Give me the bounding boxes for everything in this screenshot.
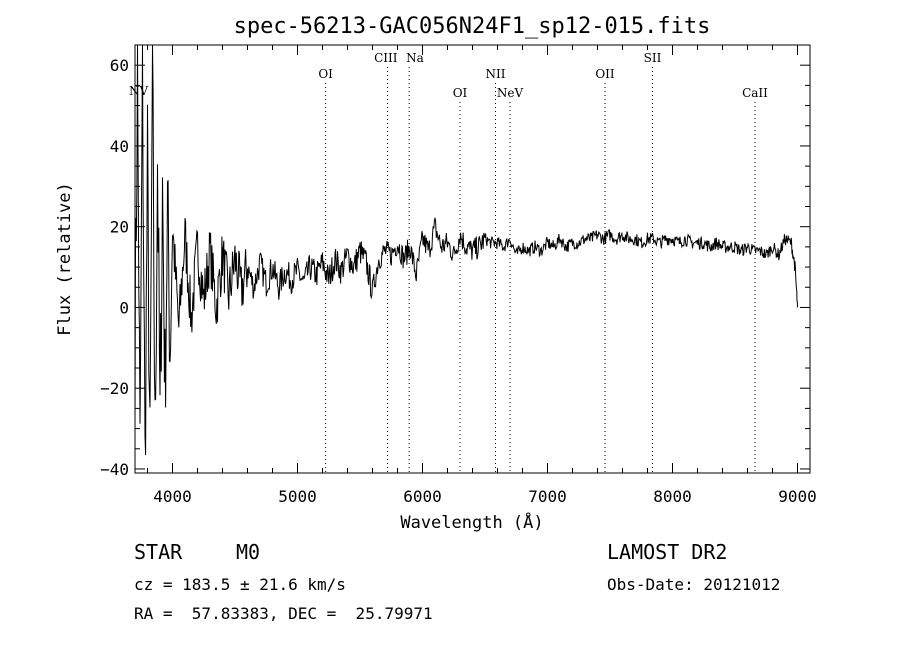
y-tick-label: 60 xyxy=(110,56,129,75)
line-marker-label: NII xyxy=(486,67,506,81)
y-tick-label: −40 xyxy=(100,460,129,479)
chart-title: spec-56213-GAC056N24F1_sp12-015.fits xyxy=(234,14,711,39)
y-tick-label: −20 xyxy=(100,379,129,398)
x-axis-label: Wavelength (Å) xyxy=(400,511,543,533)
x-tick-label: 9000 xyxy=(778,487,817,506)
y-axis-label: Flux (relative) xyxy=(55,182,75,336)
x-tick-label: 5000 xyxy=(278,487,317,506)
line-marker-label: Na xyxy=(406,51,424,65)
coordinates: RA = 57.83383, DEC = 25.79971 xyxy=(134,604,433,623)
object-subclass: M0 xyxy=(236,540,261,564)
redshift-value: cz = 183.5 ± 21.6 km/s xyxy=(134,575,346,594)
survey-name: LAMOST DR2 xyxy=(607,540,728,564)
x-tick-label: 7000 xyxy=(528,487,567,506)
y-tick-label: 20 xyxy=(110,218,129,237)
line-marker-label: OI xyxy=(453,86,468,100)
y-tick-label: 0 xyxy=(119,298,129,317)
spectrum-line xyxy=(134,44,798,456)
object-class: STAR xyxy=(134,540,183,564)
y-tick-label: 40 xyxy=(110,137,129,156)
line-marker-label: NV xyxy=(129,84,149,98)
tick-labels: 4000 5000 6000 7000 8000 9000 −40 −20 0 20 40 60 xyxy=(100,56,817,506)
line-marker-label: OI xyxy=(318,67,333,81)
x-tick-label: 4000 xyxy=(153,487,192,506)
x-tick-label: 8000 xyxy=(653,487,692,506)
obs-date: Obs-Date: 20121012 xyxy=(607,575,781,594)
line-markers: NV OI CIII Na OI NII NeV OII SII CaII xyxy=(129,51,768,473)
x-tick-label: 6000 xyxy=(403,487,442,506)
line-marker-label: OII xyxy=(595,67,615,81)
line-marker-label: NeV xyxy=(497,86,524,100)
line-marker-label: SII xyxy=(644,51,662,65)
line-marker-label: CaII xyxy=(742,86,768,100)
line-marker-label: CIII xyxy=(374,51,398,65)
